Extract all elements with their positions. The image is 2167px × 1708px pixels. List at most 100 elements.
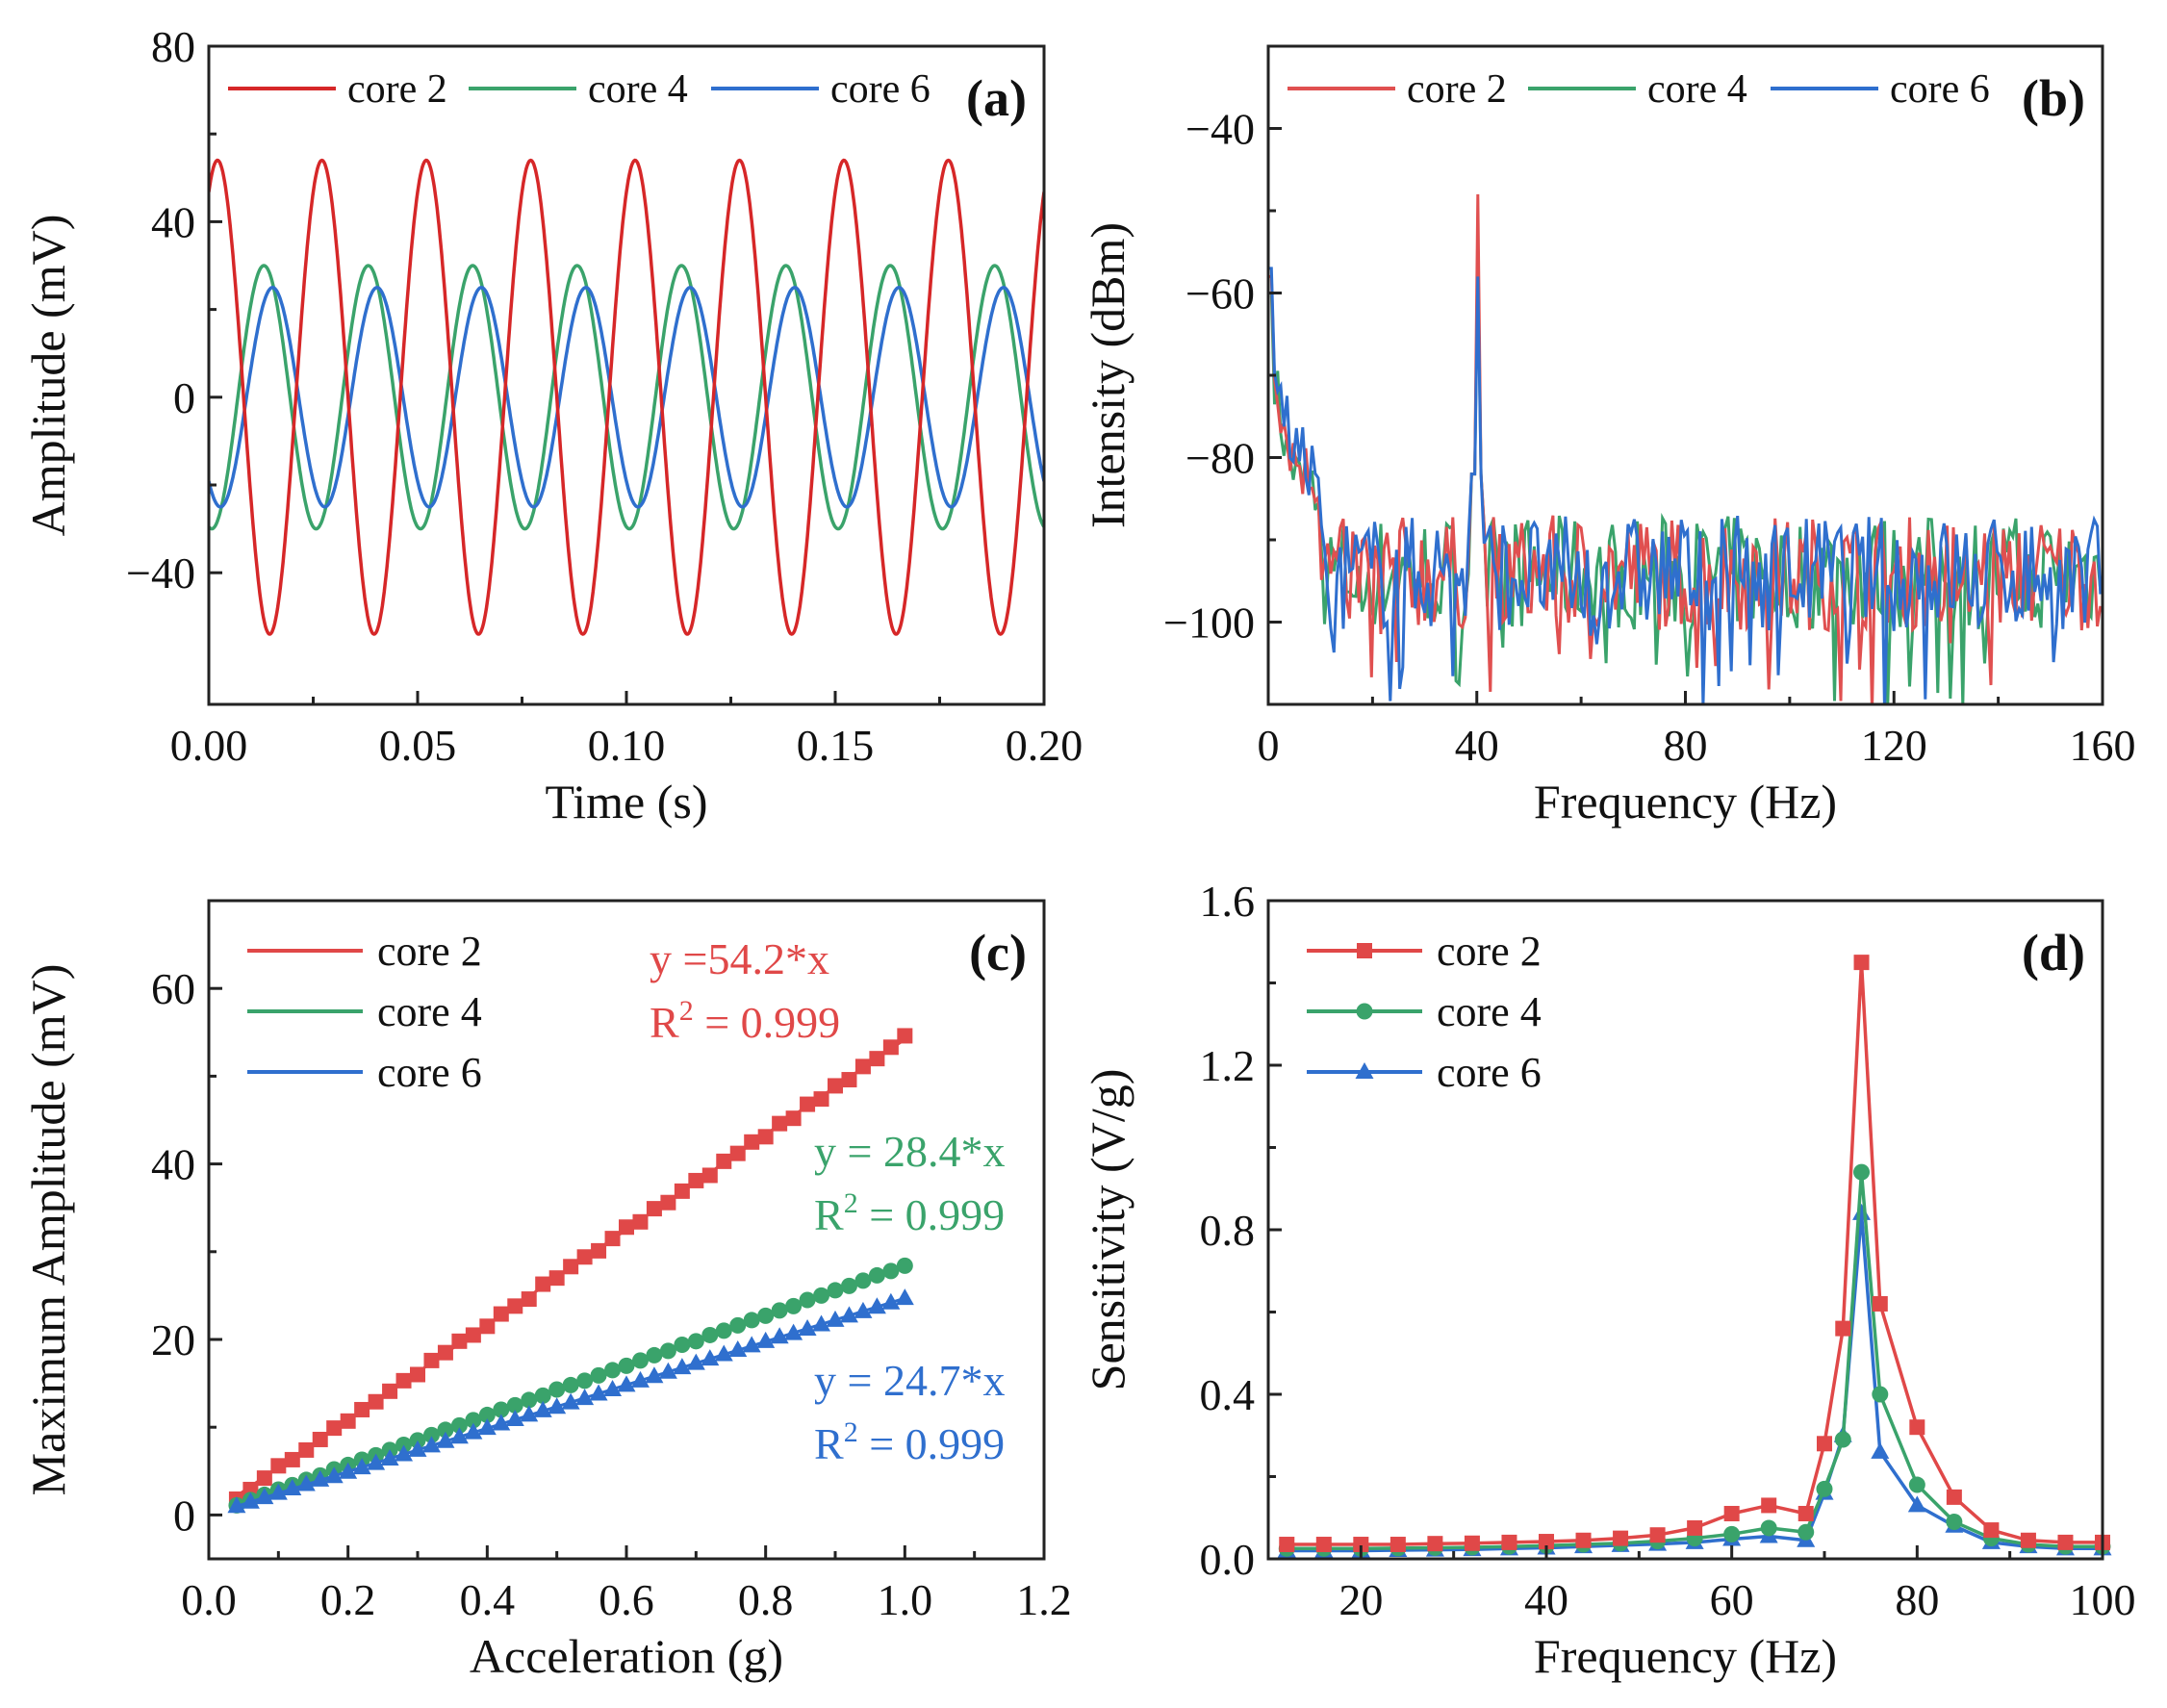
series-line-core-2 bbox=[1287, 960, 2103, 1546]
legend-label: core 2 bbox=[1437, 928, 1542, 975]
data-point-core-2 bbox=[1946, 1489, 1962, 1505]
data-point-core-4 bbox=[1872, 1386, 1889, 1403]
data-point-core-2 bbox=[1649, 1527, 1666, 1543]
x-tick-label: 60 bbox=[1710, 1575, 1754, 1624]
data-point-core-6 bbox=[686, 1353, 705, 1370]
data-point-core-2 bbox=[2020, 1532, 2036, 1548]
series-line-core-6 bbox=[209, 286, 1044, 509]
data-point-core-6 bbox=[395, 1444, 414, 1462]
data-point-core-4 bbox=[799, 1291, 816, 1309]
data-point-core-6 bbox=[881, 1292, 901, 1310]
data-point-core-4 bbox=[576, 1372, 594, 1389]
y-tick-label: −40 bbox=[126, 548, 195, 598]
data-point-core-2 bbox=[493, 1306, 509, 1322]
data-point-core-4 bbox=[1834, 1431, 1851, 1448]
data-point-core-6 bbox=[630, 1370, 650, 1388]
data-point-core-6 bbox=[867, 1297, 886, 1314]
data-point-core-6 bbox=[255, 1488, 274, 1505]
x-tick-label: 0.15 bbox=[797, 721, 875, 770]
y-tick-label: 0 bbox=[173, 373, 195, 422]
data-point-core-4 bbox=[450, 1416, 468, 1434]
data-point-core-2 bbox=[757, 1129, 774, 1145]
data-point-core-2 bbox=[548, 1270, 565, 1287]
panel-d: 20 40 60 80 100 0.0 0.4 0.8 1.2 1.6 Frequency (Hz)… bbox=[1081, 877, 2136, 1683]
data-point-core-6 bbox=[241, 1491, 260, 1509]
data-point-core-6 bbox=[701, 1349, 720, 1366]
data-point-core-2 bbox=[521, 1291, 537, 1308]
y-tick-label: 40 bbox=[151, 197, 195, 246]
data-point-core-2 bbox=[368, 1393, 384, 1410]
panel-c: 0.0 0.2 0.4 0.6 0.8 1.0 1.2 0 20 40 60 Acceleration… bbox=[21, 899, 1072, 1683]
x-axis-title: Acceleration (g) bbox=[470, 1629, 783, 1683]
data-point-core-4 bbox=[674, 1336, 691, 1353]
plot-frame bbox=[1266, 899, 2104, 1561]
data-point-core-6 bbox=[798, 1319, 817, 1337]
data-point-core-6 bbox=[408, 1440, 427, 1457]
legend-label: core 2 bbox=[1407, 67, 1507, 112]
fit-r2: R2 = 0.999 bbox=[814, 1187, 1005, 1239]
data-point-core-6 bbox=[533, 1400, 552, 1417]
fit-r2: R2 = 0.999 bbox=[650, 995, 840, 1047]
legend-label: core 4 bbox=[1647, 67, 1747, 112]
data-point-core-4 bbox=[1760, 1519, 1777, 1537]
data-point-core-4 bbox=[729, 1316, 747, 1334]
data-point-core-2 bbox=[465, 1327, 481, 1343]
y-tick-label: 40 bbox=[151, 1140, 195, 1189]
legend-label: core 4 bbox=[377, 988, 482, 1035]
legend-marker bbox=[1357, 943, 1372, 958]
data-point-core-4 bbox=[882, 1262, 900, 1280]
data-point-core-2 bbox=[326, 1420, 343, 1437]
data-point-core-6 bbox=[575, 1389, 595, 1406]
data-point-core-6 bbox=[227, 1496, 246, 1514]
data-point-core-2 bbox=[535, 1276, 551, 1292]
data-point-core-2 bbox=[576, 1249, 593, 1265]
x-tick-label: 0.00 bbox=[170, 721, 248, 770]
x-tick-label: 0.0 bbox=[181, 1575, 237, 1624]
data-point-core-2 bbox=[270, 1458, 287, 1474]
data-point-core-2 bbox=[1315, 1537, 1332, 1553]
x-tick-label: 100 bbox=[2070, 1575, 2136, 1624]
data-point-core-4 bbox=[813, 1287, 830, 1304]
data-point-core-6 bbox=[296, 1474, 316, 1491]
x-tick-label: 80 bbox=[1895, 1575, 1939, 1624]
x-tick-label: 1.2 bbox=[1016, 1575, 1072, 1624]
plot-frame bbox=[207, 44, 1046, 706]
data-point-core-6 bbox=[617, 1375, 636, 1392]
data-point-core-6 bbox=[784, 1323, 803, 1340]
y-tick-label: 0.4 bbox=[1200, 1370, 1256, 1419]
x-tick-label: 0.05 bbox=[379, 721, 457, 770]
data-point-core-2 bbox=[674, 1183, 690, 1199]
data-point-core-2 bbox=[813, 1091, 829, 1108]
data-point-core-6 bbox=[464, 1422, 483, 1440]
y-tick-label: −60 bbox=[1185, 269, 1255, 319]
data-point-core-2 bbox=[1817, 1436, 1832, 1452]
data-point-core-2 bbox=[2057, 1534, 2074, 1550]
data-point-core-4 bbox=[395, 1436, 413, 1453]
data-point-core-2 bbox=[423, 1352, 440, 1368]
data-point-core-6 bbox=[477, 1418, 497, 1436]
series-line-core-6 bbox=[1287, 1211, 2103, 1553]
data-point-core-2 bbox=[729, 1145, 746, 1161]
data-point-core-2 bbox=[604, 1231, 621, 1247]
data-point-core-2 bbox=[841, 1072, 857, 1088]
x-tick-label: 0.8 bbox=[738, 1575, 794, 1624]
data-point-core-2 bbox=[1983, 1522, 2000, 1539]
fit-r2: R2 = 0.999 bbox=[814, 1416, 1005, 1468]
data-point-core-6 bbox=[436, 1431, 455, 1448]
data-point-core-6 bbox=[714, 1344, 733, 1362]
data-point-core-2 bbox=[1539, 1534, 1554, 1550]
data-point-core-2 bbox=[382, 1383, 398, 1399]
y-tick-label: −100 bbox=[1163, 599, 1255, 648]
data-point-core-6 bbox=[1907, 1495, 1926, 1513]
data-point-core-6 bbox=[352, 1458, 371, 1475]
data-point-core-6 bbox=[367, 1453, 386, 1470]
data-point-core-2 bbox=[1835, 1320, 1851, 1337]
data-point-core-4 bbox=[562, 1376, 579, 1393]
data-point-core-4 bbox=[590, 1366, 607, 1384]
data-point-core-2 bbox=[437, 1344, 453, 1361]
data-point-core-2 bbox=[354, 1401, 370, 1417]
data-point-core-6 bbox=[895, 1288, 914, 1306]
data-point-core-6 bbox=[645, 1366, 664, 1384]
x-tick-label: 0.10 bbox=[588, 721, 666, 770]
data-point-core-2 bbox=[660, 1194, 676, 1211]
